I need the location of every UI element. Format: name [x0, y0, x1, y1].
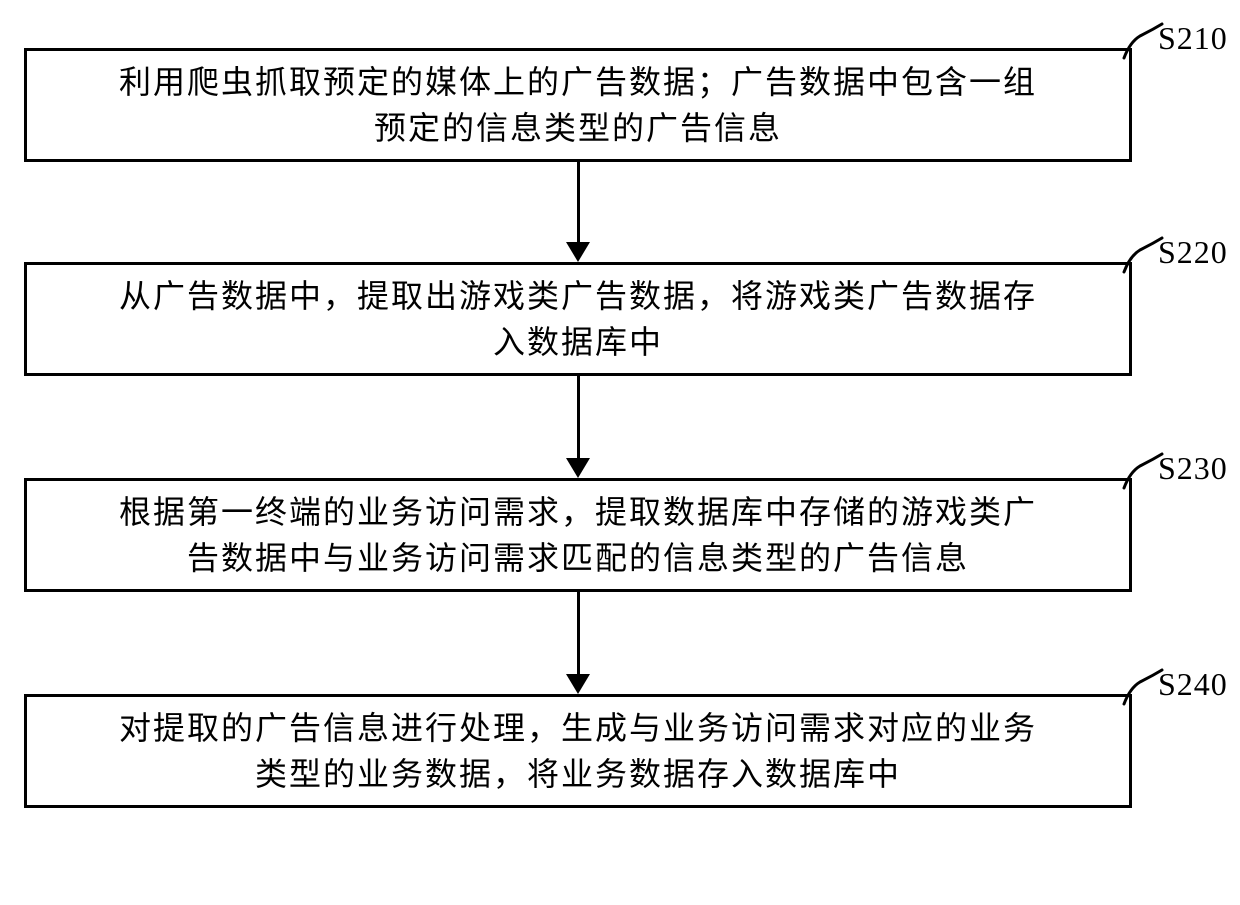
flowchart-canvas: 利用爬虫抓取预定的媒体上的广告数据；广告数据中包含一组 预定的信息类型的广告信息…	[0, 0, 1240, 905]
flow-box-s210: 利用爬虫抓取预定的媒体上的广告数据；广告数据中包含一组 预定的信息类型的广告信息	[24, 48, 1132, 162]
arrow-s220-s230-line	[577, 376, 580, 458]
arrow-s210-s220-line	[577, 162, 580, 242]
arrow-s220-s230-head	[566, 458, 590, 478]
arrow-s230-s240-line	[577, 592, 580, 674]
step-label-s240: S240	[1158, 666, 1228, 703]
flow-box-s240-text: 对提取的广告信息进行处理，生成与业务访问需求对应的业务 类型的业务数据，将业务数…	[119, 705, 1037, 798]
flow-box-s240: 对提取的广告信息进行处理，生成与业务访问需求对应的业务 类型的业务数据，将业务数…	[24, 694, 1132, 808]
step-label-s210: S210	[1158, 20, 1228, 57]
arrow-s210-s220-head	[566, 242, 590, 262]
arrow-s230-s240-head	[566, 674, 590, 694]
flow-box-s230-text: 根据第一终端的业务访问需求，提取数据库中存储的游戏类广 告数据中与业务访问需求匹…	[119, 489, 1037, 582]
flow-box-s220: 从广告数据中，提取出游戏类广告数据，将游戏类广告数据存 入数据库中	[24, 262, 1132, 376]
step-label-s220: S220	[1158, 234, 1228, 271]
flow-box-s230: 根据第一终端的业务访问需求，提取数据库中存储的游戏类广 告数据中与业务访问需求匹…	[24, 478, 1132, 592]
step-label-s230: S230	[1158, 450, 1228, 487]
flow-box-s220-text: 从广告数据中，提取出游戏类广告数据，将游戏类广告数据存 入数据库中	[119, 273, 1037, 366]
flow-box-s210-text: 利用爬虫抓取预定的媒体上的广告数据；广告数据中包含一组 预定的信息类型的广告信息	[119, 59, 1037, 152]
